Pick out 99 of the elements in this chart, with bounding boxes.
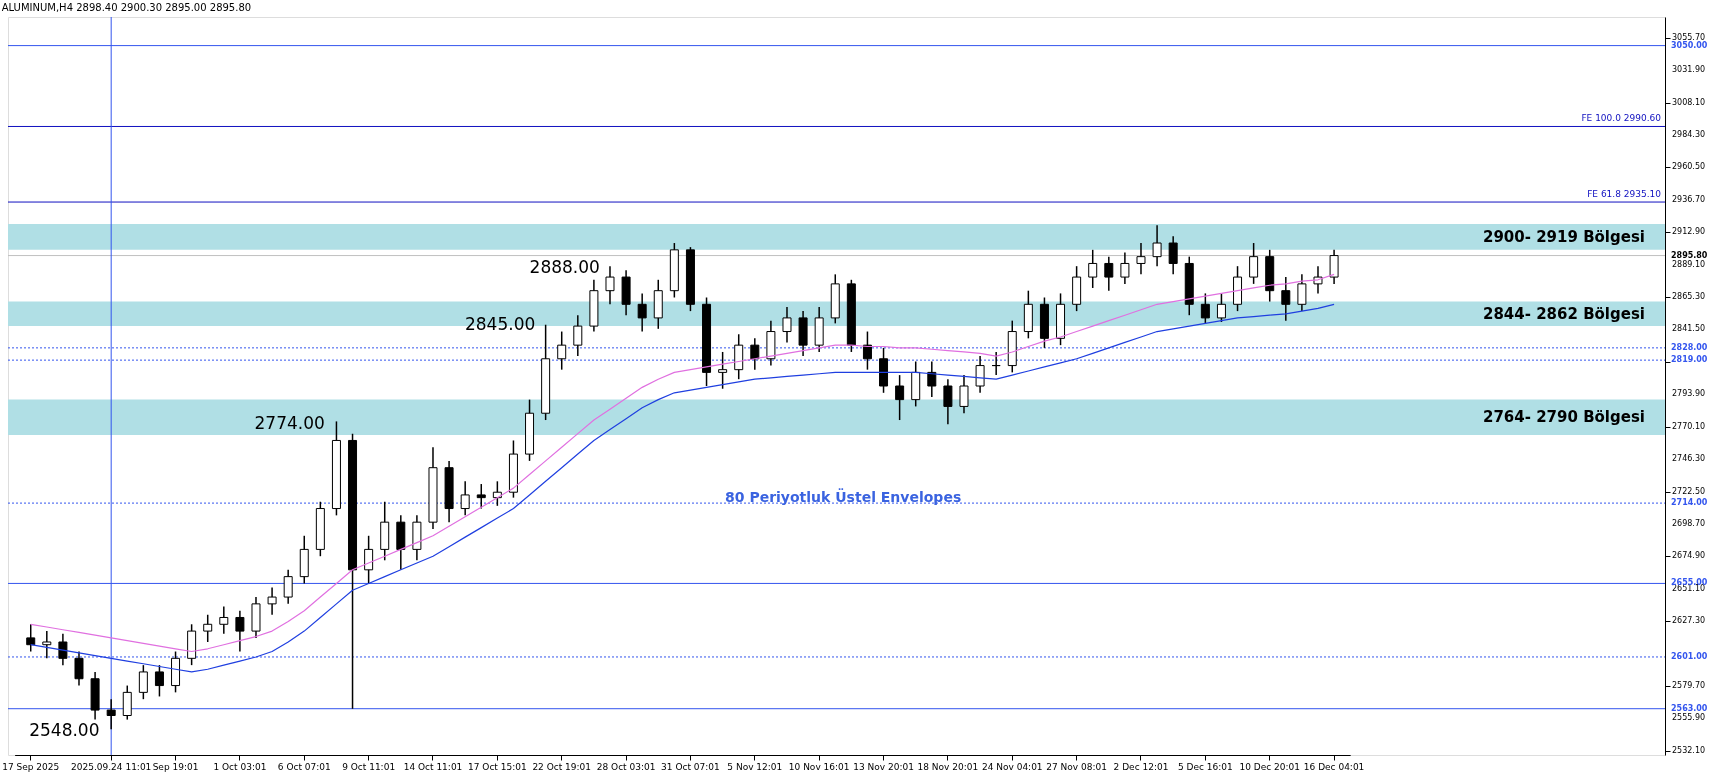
annotation: 2548.00 [29,719,100,740]
y-tick-label: 2722.50 [1672,486,1706,496]
annotation: 2845.00 [464,313,536,334]
candlestick [605,265,615,306]
x-tick-label: 16 Dec 04:01 [1303,761,1365,772]
x-tick-label: 1 Oct 03:01 [213,761,267,772]
x-tick-label: 27 Nov 08:01 [1046,761,1107,772]
candlestick [203,614,213,643]
y-tick-label: 2841.50 [1672,324,1706,334]
x-tick-label: 9 Oct 11:01 [342,761,396,772]
x-tick-label: 2 Dec 12:01 [1113,761,1169,772]
band-label: 2764- 2790 Bölgesi [1482,408,1645,427]
x-tick-label: 18 Nov 20:01 [917,761,979,772]
x-tick-label: 5 Dec 16:01 [1177,761,1233,772]
y-tick-label: 2579.70 [1672,680,1706,690]
candlestick [927,360,937,398]
x-tick-label: 31 Oct 07:01 [661,761,720,772]
candlestick [1120,251,1130,285]
y-tick-label: 2627.30 [1672,616,1706,626]
candlestick [782,306,792,344]
ref-line-label: 3050.00 [1671,40,1708,50]
candlestick [1168,235,1178,276]
candlestick [1152,224,1162,267]
candlestick [1297,273,1307,312]
candlestick [42,630,52,660]
candlestick [1104,255,1114,292]
candlestick [460,480,470,517]
y-tick-label: 2698.70 [1672,518,1706,528]
candlestick [154,664,164,698]
y-tick-label: 2960.50 [1672,162,1706,172]
candlestick [750,337,760,371]
y-tick-label: 3055.70 [1672,32,1706,42]
candlestick [1200,292,1210,325]
band-label: 2900- 2919 Bölgesi [1482,227,1645,246]
ref-line-label: 2828.00 [1671,342,1708,352]
x-tick-label: 24 Nov 04:01 [981,761,1043,772]
x-tick-label: 14 Oct 11:01 [403,761,463,772]
x-tick-label: 2025.09.24 11:01 [71,761,152,772]
y-tick-label: 2674.90 [1672,551,1706,561]
candlestick [1088,249,1098,289]
candlestick [58,633,68,666]
band-label: 2844- 2862 Bölgesi [1482,304,1645,323]
candlestick [637,292,647,333]
candlestick [1329,249,1339,285]
y-tick-label: 2936.70 [1672,194,1706,204]
annotation: 80 Periyotluk Üstel Envelopes [725,488,962,506]
candlestick [267,586,277,616]
y-tick-label: 2793.90 [1672,389,1706,399]
annotation: 2888.00 [529,256,600,277]
x-tick-label: Sep 19:01 [152,761,199,772]
candlestick [573,314,583,357]
y-tick-label: 2889.10 [1672,259,1706,269]
candlestick [219,605,229,635]
candlestick [1216,292,1226,323]
y-tick-label: 2746.30 [1672,454,1706,464]
candlestick [138,664,148,700]
ref-line-label: 2819.00 [1671,355,1708,365]
y-tick-label: 3031.90 [1672,65,1706,75]
x-tick-label: 17 Oct 15:01 [468,761,527,772]
candlestick [235,609,245,653]
candlestick [106,698,116,730]
x-tick-label: 10 Dec 20:01 [1239,761,1300,772]
annotation: 2774.00 [254,413,325,434]
y-tick-label: 2770.10 [1672,421,1706,431]
x-tick-label: 22 Oct 19:01 [532,761,592,772]
y-tick-label: 2912.90 [1672,227,1706,237]
ref-line-label: 2895.80 [1671,250,1708,260]
x-tick-label: 6 Oct 07:01 [277,761,331,772]
candlestick [557,330,567,371]
chart-title: ALUMINUM,H4 2898.40 2900.30 2895.00 2895.80 [1,1,252,13]
candlestick [1249,242,1259,285]
candlestick [975,355,985,394]
annotation: FE 100.0 2990.60 [1581,113,1662,124]
candlestick [718,351,728,390]
ref-line-label: 2714.00 [1671,498,1708,508]
candlestick [1136,242,1146,276]
x-tick-label: 28 Oct 03:01 [596,761,656,772]
candlestick [476,483,486,510]
candlestick [283,569,293,605]
candlestick [74,650,84,687]
x-tick-label: 13 Nov 20:01 [853,761,914,772]
y-tick-label: 3008.10 [1672,97,1706,107]
x-tick-label: 10 Nov 16:01 [788,761,850,772]
candlestick [943,378,953,425]
x-tick-label: 17 Sep 2025 [2,761,60,772]
y-tick-label: 2865.30 [1672,292,1706,302]
candlestick [895,374,905,421]
candlestick [959,374,969,414]
ref-line-label: 2601.00 [1671,651,1708,661]
y-tick-label: 2984.30 [1672,130,1706,140]
candlestick [364,535,374,585]
candlestick [1281,276,1291,322]
candlestick [26,623,36,653]
y-tick-label: 2532.10 [1672,745,1706,755]
x-tick-label: 5 Nov 12:01 [727,761,783,772]
y-tick-label: 2555.90 [1672,713,1706,723]
ref-line-label: 2563.00 [1671,703,1708,713]
candlestick [122,684,132,721]
annotation: FE 61.8 2935.10 [1587,189,1662,200]
